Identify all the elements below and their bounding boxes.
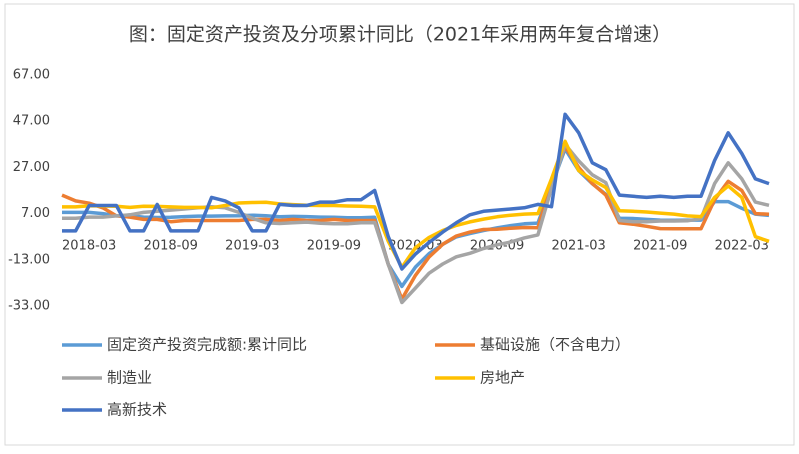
x-tick-label: 2018-09 xyxy=(144,239,198,254)
legend-label: 基础设施（不含电力） xyxy=(480,336,630,354)
x-tick-label: 2022-03 xyxy=(715,239,769,254)
y-tick-label: 27.00 xyxy=(13,160,50,175)
legend-label: 高新技术 xyxy=(107,401,167,419)
x-tick-label: 2018-03 xyxy=(62,239,116,254)
legend-label: 制造业 xyxy=(107,369,152,387)
y-tick-label: -13.00 xyxy=(8,252,50,267)
series-line xyxy=(62,147,770,289)
series-line xyxy=(62,112,770,271)
y-tick-label: 47.00 xyxy=(13,114,50,129)
y-tick-label: 67.00 xyxy=(13,68,50,83)
x-tick-label: 2021-03 xyxy=(551,239,605,254)
series-line xyxy=(62,139,770,270)
y-tick-label: 7.00 xyxy=(21,206,50,221)
series-line xyxy=(62,142,770,305)
legend-label: 房地产 xyxy=(480,369,525,387)
x-tick-label: 2019-09 xyxy=(307,239,361,254)
legend-label: 固定资产投资完成额:累计同比 xyxy=(107,336,307,354)
chart-frame xyxy=(4,3,795,446)
x-tick-label: 2019-03 xyxy=(225,239,279,254)
chart-title: 图：固定资产投资及分项累计同比（2021年采用两年复合增速） xyxy=(129,24,671,46)
x-tick-label: 2021-09 xyxy=(633,239,687,254)
series-line xyxy=(61,144,770,301)
y-tick-label: -33.00 xyxy=(8,299,50,314)
